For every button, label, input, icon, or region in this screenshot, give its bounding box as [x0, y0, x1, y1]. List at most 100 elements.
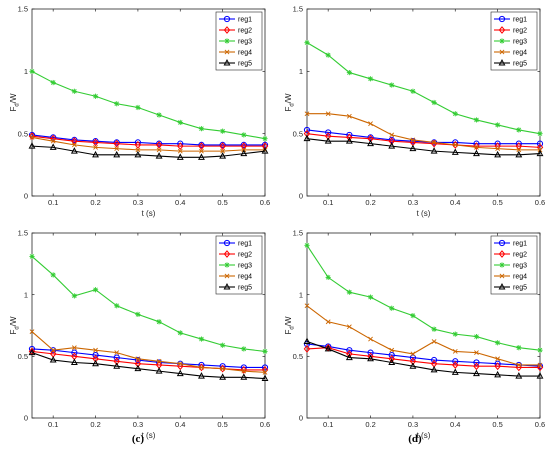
legend-marker-reg2	[223, 26, 231, 34]
y-tick-label: 1.5	[293, 229, 303, 238]
data-point-reg5	[430, 365, 438, 373]
x-tick-label: 0.2	[365, 420, 375, 429]
x-tick-label: 0.5	[217, 198, 227, 207]
data-point-reg1	[473, 359, 480, 366]
data-point-reg4	[220, 366, 226, 372]
data-point-reg5	[113, 150, 121, 158]
data-point-reg5	[473, 369, 480, 377]
data-point-reg3	[71, 88, 77, 94]
data-point-reg3	[304, 40, 310, 46]
legend-marker-reg1	[498, 239, 506, 247]
data-point-reg5	[155, 152, 163, 159]
data-point-reg2	[346, 133, 353, 142]
data-point-reg2	[367, 352, 374, 361]
legend-label-reg2: reg2	[513, 28, 527, 35]
data-point-reg5	[219, 152, 227, 159]
data-point-reg4	[346, 113, 352, 119]
data-point-reg4	[325, 319, 331, 325]
data-point-reg3	[367, 294, 374, 300]
data-point-reg4	[199, 148, 204, 154]
data-point-reg3	[452, 331, 458, 337]
panel-caption: (c)	[132, 433, 145, 445]
data-point-reg3	[389, 305, 395, 311]
x-axis-label: t (s)	[417, 431, 431, 440]
legend-label-reg5: reg5	[513, 61, 527, 68]
series-reg4	[304, 303, 543, 368]
data-point-reg3	[92, 287, 99, 293]
data-point-reg5	[451, 368, 459, 375]
data-point-reg5	[134, 364, 142, 372]
legend-marker-reg3	[224, 262, 230, 268]
legend-label-reg3: reg3	[238, 263, 252, 270]
legend-marker-reg2	[498, 250, 506, 258]
series-line-reg3	[31, 70, 266, 140]
y-axis-label: Fd/W	[9, 316, 21, 334]
legend-label-reg5: reg5	[238, 285, 252, 292]
data-point-reg5	[240, 373, 248, 380]
y-tick-label: 0	[24, 414, 28, 423]
data-point-reg1	[325, 129, 332, 136]
data-point-reg3	[92, 93, 99, 99]
data-point-reg3	[177, 119, 183, 126]
data-point-reg4	[304, 111, 310, 117]
legend-label-reg3: reg3	[238, 39, 252, 46]
legend-label-reg4: reg4	[513, 50, 527, 57]
data-point-reg2	[515, 142, 523, 151]
legend-label-reg1: reg1	[238, 241, 252, 248]
data-point-reg5	[536, 149, 544, 157]
data-point-reg4	[50, 347, 56, 353]
data-point-reg5	[155, 367, 163, 374]
series-line-reg4	[31, 331, 266, 373]
data-point-reg3	[431, 99, 437, 106]
legend-label-reg4: reg4	[238, 50, 252, 57]
data-point-reg1	[134, 356, 142, 364]
y-tick-label: 0.5	[293, 352, 303, 361]
legend-label-reg3: reg3	[513, 263, 527, 270]
data-point-reg4	[135, 356, 141, 362]
x-tick-label: 0.2	[90, 420, 100, 429]
y-tick-label: 0	[24, 192, 28, 201]
data-point-reg2	[346, 349, 353, 358]
data-point-reg3	[156, 319, 162, 325]
x-tick-label: 0.1	[48, 420, 58, 429]
data-point-reg4	[71, 142, 77, 148]
legend-label-reg2: reg2	[238, 28, 252, 35]
data-point-reg4	[389, 132, 395, 138]
y-tick-label: 0	[299, 192, 303, 201]
data-point-reg1	[409, 354, 417, 361]
data-point-reg2	[198, 142, 205, 151]
data-point-reg2	[219, 142, 226, 151]
data-point-reg4	[410, 351, 416, 357]
data-point-reg4	[135, 147, 141, 153]
data-point-reg4	[50, 138, 56, 144]
data-point-reg3	[325, 274, 331, 280]
legend-marker-reg1	[223, 15, 231, 23]
x-tick-label: 0.5	[492, 198, 502, 207]
data-point-reg5	[388, 358, 396, 365]
data-point-reg4	[93, 347, 98, 353]
data-point-reg4	[495, 146, 501, 152]
data-point-reg5	[324, 137, 332, 144]
data-point-reg4	[241, 368, 247, 374]
series-reg5	[303, 337, 544, 379]
data-point-reg2	[134, 141, 142, 149]
series-reg2	[28, 132, 269, 151]
data-point-reg5	[324, 344, 332, 352]
legend-marker-reg2	[498, 26, 506, 34]
x-tick-label: 0.6	[260, 198, 270, 207]
series-line-reg2	[306, 347, 540, 368]
series-line-reg4	[307, 113, 540, 151]
data-point-reg5	[367, 354, 374, 362]
series-reg4	[29, 329, 268, 375]
data-point-reg4	[199, 365, 204, 370]
data-point-reg3	[220, 342, 226, 348]
series-reg3	[29, 253, 268, 354]
data-point-reg4	[304, 303, 310, 309]
data-point-reg4	[452, 349, 458, 354]
data-point-reg3	[389, 82, 395, 88]
data-point-reg3	[410, 313, 416, 319]
data-point-reg4	[452, 142, 458, 148]
data-point-reg4	[156, 147, 162, 153]
legend-marker-reg3	[499, 262, 505, 268]
